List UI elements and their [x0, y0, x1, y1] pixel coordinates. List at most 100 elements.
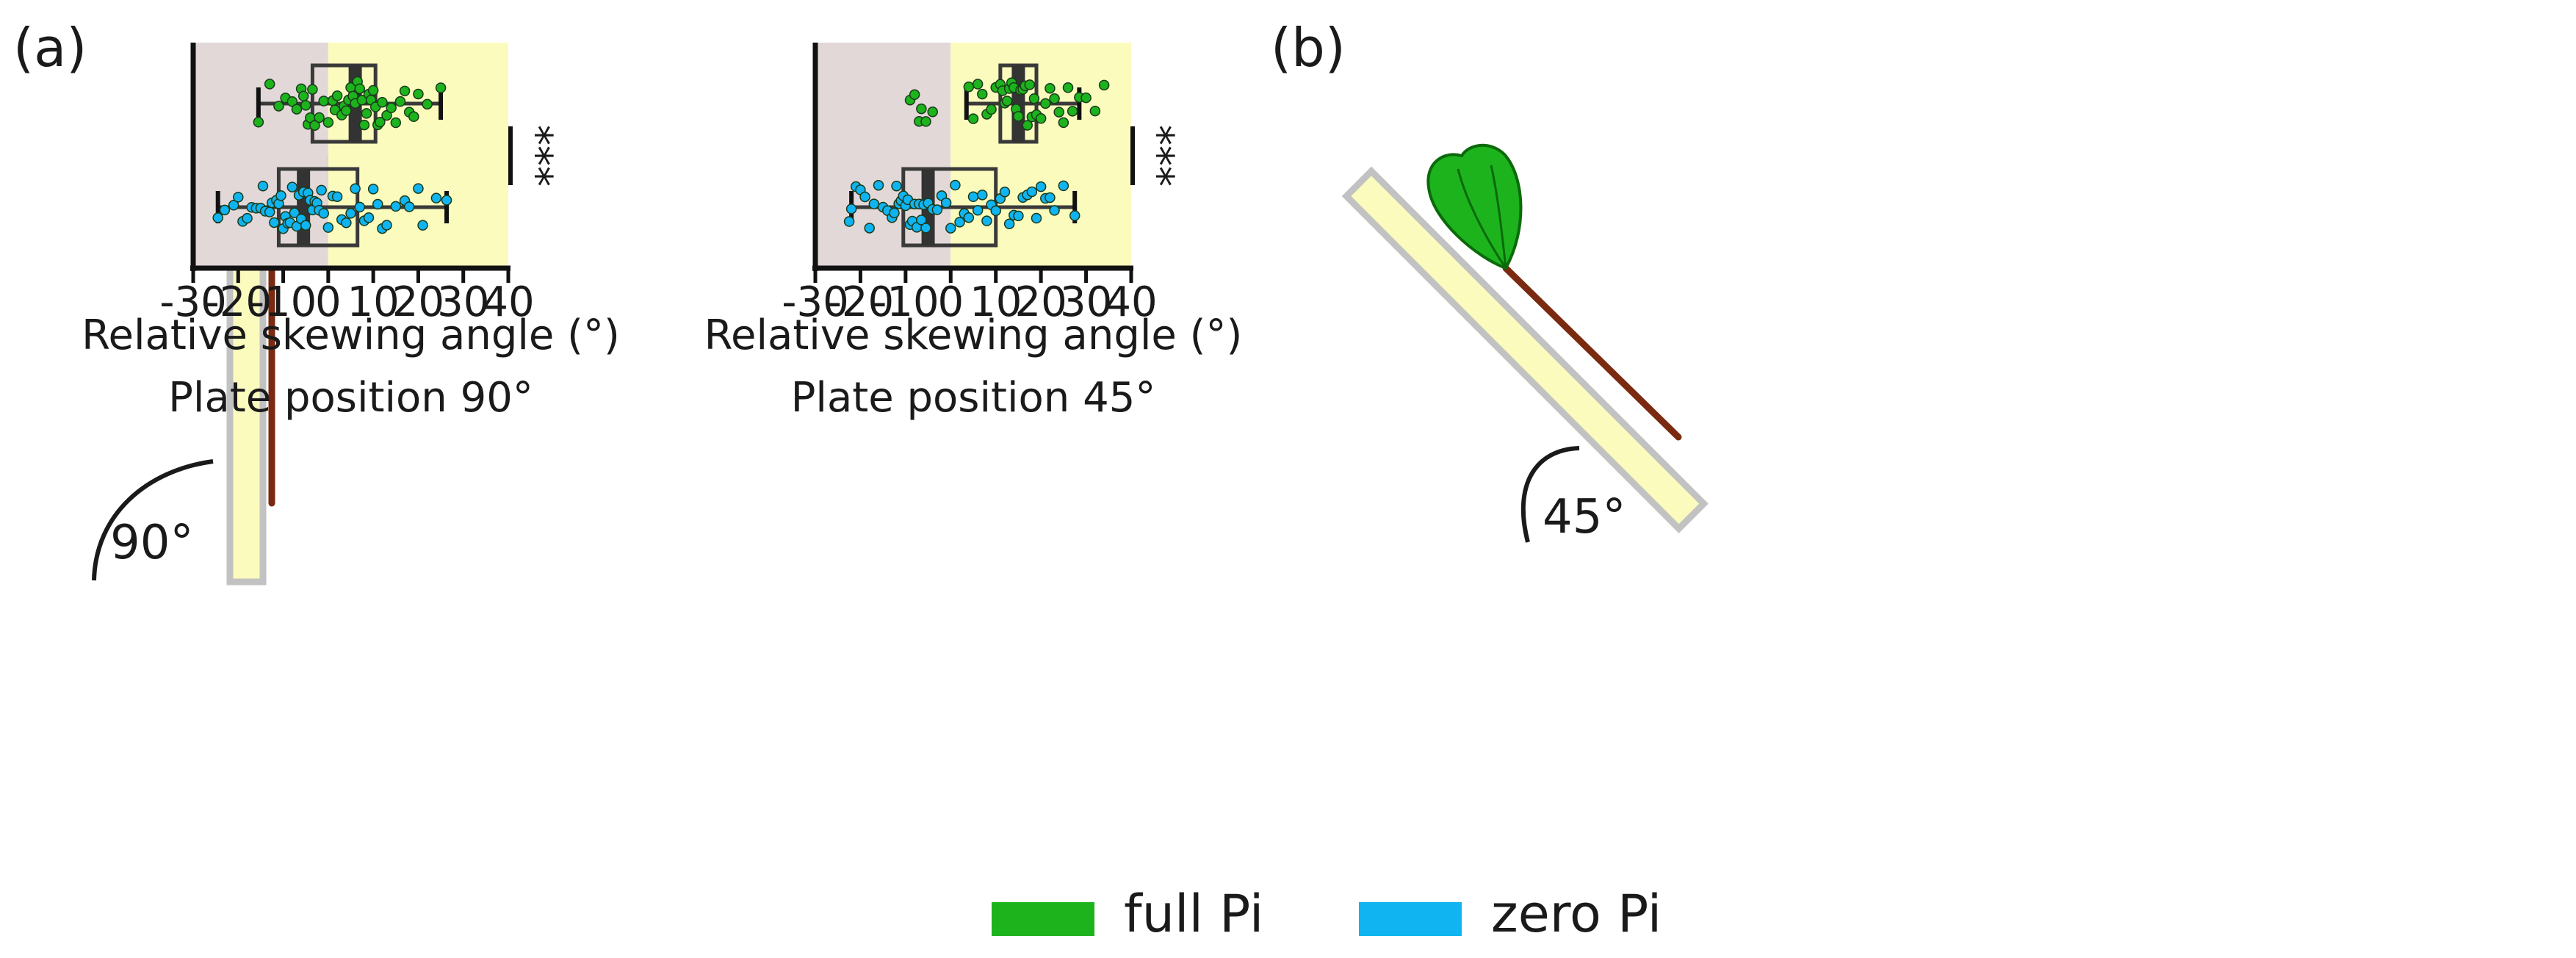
panel-b-title: Plate position 45° [791, 374, 1156, 422]
panel-b-full-pi-point [977, 88, 988, 100]
panel-a-zero-pi-point [413, 183, 424, 194]
panel-a-full-pi-point [297, 90, 309, 101]
panel-a-full-pi-point [394, 96, 406, 107]
panel-b-zero-pi-point [1003, 218, 1015, 230]
panel-b-full-pi-median [1011, 65, 1025, 142]
panel-a-zero-pi-point [363, 212, 375, 223]
panel-a-x-tick-label: -20 [205, 278, 272, 326]
panel-b-angle-label: 45° [1543, 490, 1626, 544]
panel-b-full-pi-point [1080, 92, 1092, 104]
panel-b-full-pi-point [1089, 105, 1101, 117]
panel-a-full-pi-point [314, 112, 325, 123]
panel-b-full-pi-point [1028, 93, 1040, 104]
panel-a-title: Plate position 90° [168, 374, 533, 422]
panel-a-zero-pi-point [390, 201, 402, 212]
panel-b-x-tick-label: -10 [872, 278, 939, 326]
panel-a-x-tick-label: -10 [250, 278, 317, 326]
panel-b-series-full-pi [904, 63, 1110, 144]
panel-b-full-pi-point [1098, 79, 1110, 91]
panel-a-x-tick-label: 20 [392, 278, 444, 326]
panel-b-zero-pi-point [843, 216, 855, 227]
panel-a-zero-pi-point [441, 195, 452, 206]
panel-a-full-pi-point [322, 117, 334, 128]
panel-a-full-pi-point [264, 79, 275, 90]
panel-a-full-pi-point [390, 117, 402, 129]
panel-b-zero-pi-point [873, 179, 884, 191]
panel-a-zero-pi-point [367, 184, 379, 195]
panel-a-x-tick-label: 40 [482, 278, 534, 326]
panel-a-angle-label: 90° [110, 516, 193, 570]
panel-b-full-pi-point [963, 82, 975, 93]
panel-b-zero-pi-point [1031, 212, 1042, 224]
panel-b-zero-pi-point [1045, 192, 1056, 204]
panel-b-zero-pi-point [990, 205, 1001, 217]
legend-label-full-pi: full Pi [1124, 884, 1263, 944]
legend-swatch-full-pi [992, 902, 1094, 936]
panel-b-zero-pi-point [1026, 186, 1038, 198]
panel-b-full-pi-point [916, 103, 927, 115]
panel-b-zero-pi-point [916, 215, 927, 226]
panel-b-zero-pi-point [977, 190, 988, 201]
panel-a-zero-pi-point [372, 198, 383, 210]
panel-b-significance-stars: *** [1134, 125, 1182, 187]
panel-a-full-pi-point [408, 111, 419, 123]
panel-a-x-tick-label: 30 [437, 278, 489, 326]
panel-b-x-tick-label: -30 [782, 278, 848, 326]
panel-a-full-pi-point [358, 119, 370, 131]
panel-a-full-pi-point [253, 117, 264, 128]
panel-a-zero-pi-point [322, 222, 334, 233]
panel-b-full-pi-point [1022, 120, 1033, 131]
panel-b-region-positive [950, 43, 1131, 268]
panel-a-full-pi-point [386, 102, 397, 114]
panel-b-full-pi-point [1053, 107, 1064, 118]
panel-a-zero-pi-point [417, 220, 428, 231]
panel-a-zero-pi-point [381, 220, 392, 231]
panel-b-series-zero-pi [843, 167, 1080, 248]
panel-b-zero-pi-point [972, 205, 984, 216]
panel-b-zero-pi-point [950, 179, 961, 191]
panel-a-full-pi-point [354, 83, 366, 94]
panel-a-full-pi-point [307, 84, 318, 95]
panel-b-angle-arc [1520, 446, 1580, 543]
panel-b-zero-pi-point [945, 223, 956, 234]
panel-b-full-pi-point [1045, 82, 1056, 94]
panel-b-seedling-leaf-icon [1426, 143, 1523, 270]
panel-b-zero-pi-point [999, 186, 1011, 198]
panel-b-zero-pi-point [920, 223, 931, 234]
panel-a-zero-pi-point [269, 217, 280, 228]
panel-b-full-pi-point [1024, 79, 1036, 90]
panel-a-zero-pi-point [350, 183, 361, 195]
panel-a-zero-pi-point [275, 190, 286, 201]
panel-a-zero-pi-point [219, 204, 231, 216]
panel-b-zero-pi-point [967, 191, 979, 203]
panel-a-angle-arc [92, 459, 214, 581]
panel-b-zero-pi-point [931, 204, 943, 215]
panel-b-zero-pi-point [1049, 205, 1060, 216]
panel-b-full-pi-point [986, 104, 997, 115]
panel-b-zero-pi-point [868, 198, 880, 209]
panel-b-zero-pi-point [891, 180, 902, 192]
panel-a-zero-pi-point [300, 220, 311, 231]
panel-a-zero-pi-point [318, 208, 329, 219]
panel-b-full-pi-point [909, 89, 920, 101]
panel-b-root [1502, 264, 1682, 441]
panel-b-zero-pi-point [1058, 180, 1069, 192]
panel-a-zero-pi-point [331, 191, 343, 202]
legend: full Pi zero Pi [992, 884, 1662, 944]
panel-b-zero-pi-point [1035, 181, 1047, 192]
panel-b-zero-pi-point [889, 207, 900, 219]
panel-a-zero-pi-point [430, 192, 442, 204]
panel-b-full-pi-point [967, 113, 979, 124]
panel-b-full-pi-point [927, 107, 938, 118]
panel-b-zero-pi-point [954, 217, 965, 228]
panel-b-x-tick-label: -20 [827, 278, 894, 326]
panel-a-series-full-pi [253, 63, 447, 144]
panel-b-letter: (b) [1271, 17, 1346, 79]
panel-a-letter: (a) [13, 17, 87, 79]
panel-a-full-pi-point [341, 105, 352, 116]
panel-a-full-pi-point [318, 96, 329, 107]
panel-a-significance-stars: *** [513, 125, 560, 187]
panel-b-full-pi-point [1058, 117, 1069, 129]
